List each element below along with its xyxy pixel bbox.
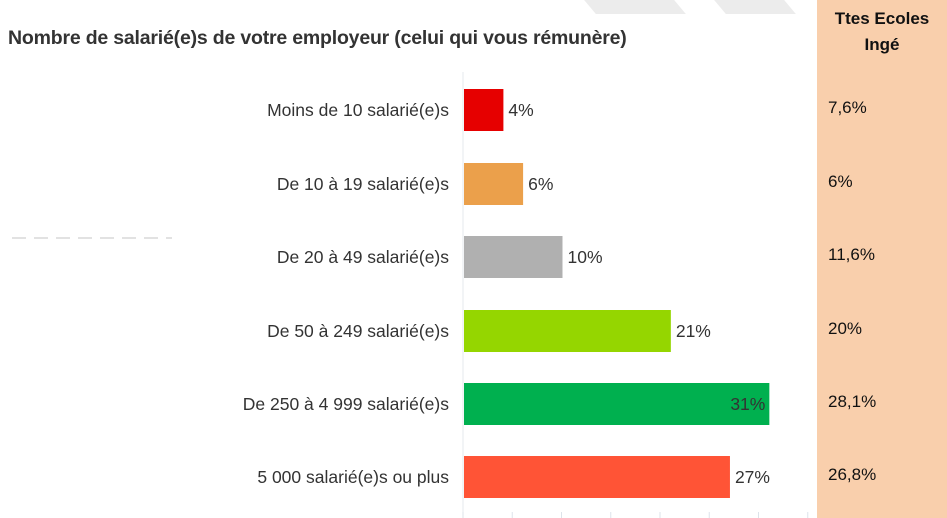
data-label: 27% (735, 467, 770, 487)
category-label: De 10 à 19 salarié(e)s (277, 174, 449, 194)
comparison-header-line2: Ingé (864, 35, 900, 54)
category-label: De 50 à 249 salarié(e)s (267, 321, 449, 341)
category-label: Moins de 10 salarié(e)s (267, 100, 449, 120)
category-label: 5 000 salarié(e)s ou plus (257, 467, 449, 487)
data-label: 4% (508, 100, 533, 120)
category-label: De 250 à 4 999 salarié(e)s (243, 394, 449, 414)
bar (464, 456, 730, 498)
bar (464, 383, 770, 425)
comparison-panel: Ttes Ecoles Ingé 7,6% 6% 11,6% 20% 28,1% 26,8… (817, 0, 947, 518)
data-label: 10% (568, 247, 603, 267)
comparison-header: Ttes Ecoles Ingé (817, 6, 947, 58)
bar (464, 89, 504, 131)
comparison-value: 6% (828, 172, 853, 191)
category-label: De 20 à 49 salarié(e)s (277, 247, 449, 267)
comparison-value: 7,6% (828, 98, 867, 117)
bar (464, 310, 671, 352)
data-label: 21% (676, 321, 711, 341)
chart-title: Nombre de salarié(e)s de votre employeur… (8, 27, 627, 49)
data-label: 6% (528, 174, 553, 194)
comparison-value: 28,1% (828, 392, 877, 411)
comparison-value: 20% (828, 319, 863, 338)
bar-chart: Moins de 10 salarié(e)s 4% De 10 à 19 sala… (12, 72, 809, 518)
data-label: 31% (730, 394, 765, 414)
comparison-value: 26,8% (828, 465, 877, 484)
comparison-value: 11,6% (828, 245, 875, 264)
bar (464, 236, 563, 278)
comparison-header-line1: Ttes Ecoles (834, 9, 930, 28)
bar (464, 163, 524, 205)
